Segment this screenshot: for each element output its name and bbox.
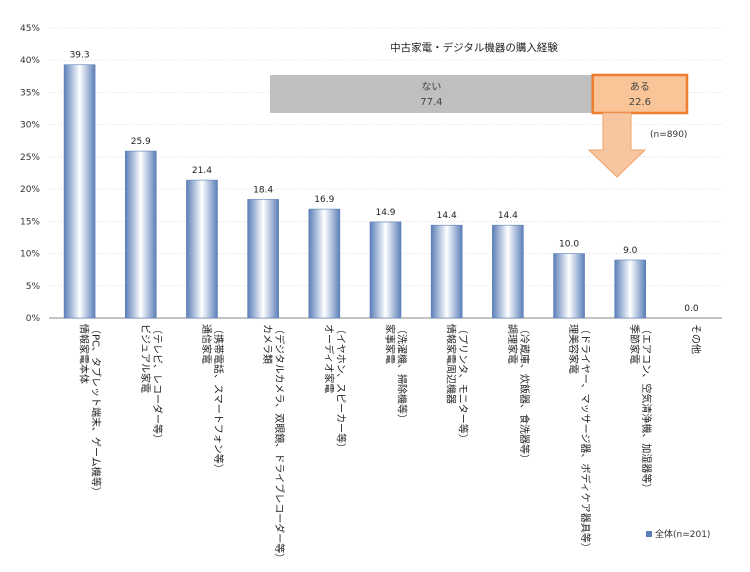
inset-yes-value: 22.6: [629, 97, 651, 108]
y-tick-label: 0%: [26, 314, 41, 324]
inset-no-value: 77.4: [420, 97, 442, 108]
category-label: 調理家電 （冷蔵庫、炊飯器、食洗器等）: [506, 324, 531, 464]
y-tick-label: 30%: [20, 121, 40, 131]
category-label: 通信家電 （携帯電話、スマートフォン等）: [200, 324, 225, 474]
bar: [430, 224, 463, 319]
bar: [614, 259, 647, 319]
category-label-line: 情報家電本体: [78, 324, 91, 384]
bar-value-label: 14.4: [498, 211, 518, 221]
y-tick-label: 45%: [20, 24, 40, 34]
inset-yes-label: ある: [630, 81, 650, 93]
category-label: 家事家電 （洗濯機、掃除機等）: [384, 324, 409, 424]
y-tick-label: 35%: [20, 88, 40, 98]
category-label-line: （デジタルカメラ、双眼鏡、ドライブレコーダー等）: [273, 324, 286, 563]
inset-bar-no: [270, 75, 593, 113]
inset-sample-note: (n=890): [650, 130, 687, 140]
category-label-line: （エアコン、空気清浄機、加湿器等）: [640, 324, 653, 493]
category-label-line: その他: [689, 324, 702, 354]
inset-no-label: ない: [421, 81, 441, 93]
y-tick-label: 20%: [20, 185, 40, 195]
y-tick-label: 40%: [20, 56, 40, 66]
bar: [369, 221, 402, 319]
category-label: カメラ類 （デジタルカメラ、双眼鏡、ドライブレコーダー等）: [261, 324, 286, 563]
y-tick-label: 25%: [20, 153, 40, 163]
bar-value-label: 9.0: [623, 246, 638, 256]
category-label: 理美容家電 （ドライヤー、マッサージ器、ボディケア器具等）: [567, 324, 592, 553]
category-label-line: 理美容家電: [567, 324, 580, 374]
category-label: その他: [689, 324, 702, 354]
category-label-line: 家事家電: [384, 324, 397, 364]
bar-value-label: 21.4: [192, 166, 212, 176]
category-label-line: オーディオ家電: [322, 324, 335, 393]
inset-purchase-experience: 中古家電・デジタル機器の購入経験 ない 77.4 ある 22.6 (n=890): [270, 41, 689, 178]
value-labels: 39.3 25.9 21.4 18.4 16.9 14.9 14.4 14.4 10.0 9.0 0…: [70, 51, 699, 314]
category-label-line: （洗濯機、掃除機等）: [396, 324, 409, 424]
y-tick-label: 5%: [26, 282, 41, 292]
category-label: 情報家電本体 （PC、タブレット端末、ゲーム機等）: [78, 324, 103, 497]
category-label-line: ビジュアル家電: [139, 324, 152, 393]
category-label-line: 調理家電: [506, 324, 519, 364]
category-label-line: （プリンタ、モニター等）: [457, 324, 470, 444]
y-axis-ticks: 0% 5% 10% 15% 20% 25% 30% 35% 40% 45%: [20, 24, 40, 324]
category-label: 情報家電周辺機器 （プリンタ、モニター等）: [445, 324, 470, 444]
category-label-line: 情報家電周辺機器: [445, 324, 458, 404]
bar-value-label: 25.9: [131, 137, 151, 147]
category-label: ビジュアル家電 （テレビ、レコーダー等）: [139, 324, 164, 444]
bar: [186, 179, 218, 319]
bar: [63, 64, 96, 319]
inset-bar-yes: [591, 73, 689, 115]
category-label-line: 通信家電: [200, 324, 213, 364]
legend-swatch: [646, 531, 652, 537]
bar: [308, 208, 341, 319]
category-label-line: （冷蔵庫、炊飯器、食洗器等）: [518, 324, 531, 464]
category-label-line: （テレビ、レコーダー等）: [151, 324, 164, 444]
category-label-line: （ドライヤー、マッサージ器、ボディケア器具等）: [579, 324, 592, 553]
bar-value-label: 10.0: [559, 240, 579, 250]
down-arrow-icon: [587, 112, 647, 178]
category-label-line: （携帯電話、スマートフォン等）: [212, 324, 225, 474]
bar-value-label: 14.9: [375, 208, 395, 218]
category-label-line: （イヤホン、スピーカー等）: [334, 324, 347, 453]
bar: [553, 253, 585, 319]
bars: [63, 64, 647, 319]
legend: 全体(n=201): [646, 528, 710, 540]
y-tick-label: 15%: [20, 217, 40, 227]
y-tick-label: 10%: [20, 250, 40, 260]
bar-value-label: 39.3: [70, 51, 90, 61]
bar: [247, 199, 279, 319]
bar-value-label: 14.4: [437, 211, 457, 221]
bar: [124, 150, 157, 319]
category-label: オーディオ家電 （イヤホン、スピーカー等）: [322, 324, 347, 453]
bar-value-label: 18.4: [253, 185, 273, 195]
inset-title: 中古家電・デジタル機器の購入経験: [390, 41, 558, 54]
category-label-line: カメラ類: [261, 324, 273, 364]
category-label-line: （PC、タブレット端末、ゲーム機等）: [90, 324, 103, 497]
bar-value-label: 0.0: [684, 304, 699, 314]
bar-value-label: 16.9: [314, 195, 334, 205]
category-labels: 情報家電本体 （PC、タブレット端末、ゲーム機等） ビジュアル家電 （テレビ、レコーダ…: [78, 324, 703, 563]
bar: [492, 224, 524, 319]
legend-label: 全体(n=201): [655, 528, 710, 540]
category-label: 季節家電 （エアコン、空気清浄機、加湿器等）: [628, 324, 653, 493]
category-label-line: 季節家電: [628, 324, 641, 364]
